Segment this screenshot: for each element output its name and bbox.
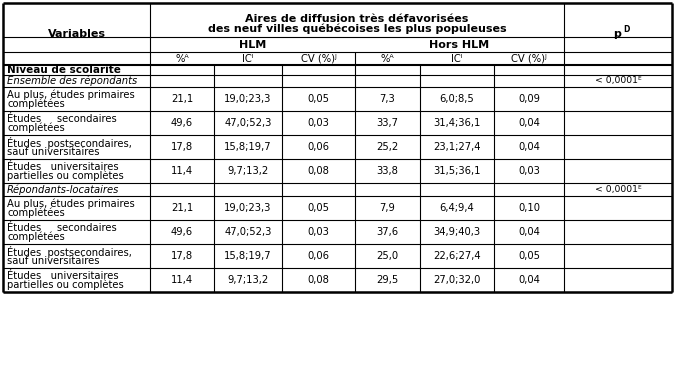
Text: 33,7: 33,7 [377,118,398,128]
Text: CV (%)ᴶ: CV (%)ᴶ [511,54,547,63]
Text: 0,09: 0,09 [518,94,540,104]
Text: ICᴵ: ICᴵ [451,54,463,63]
Text: 0,04: 0,04 [518,142,540,152]
Text: 17,8: 17,8 [171,142,193,152]
Text: 0,03: 0,03 [308,118,329,128]
Text: complétées: complétées [7,99,65,109]
Text: complétées: complétées [7,123,65,133]
Text: 0,04: 0,04 [518,118,540,128]
Text: 0,03: 0,03 [308,227,329,237]
Text: Études   universitaires: Études universitaires [7,271,119,281]
Text: 0,10: 0,10 [518,203,540,213]
Text: 23,1;27,4: 23,1;27,4 [433,142,481,152]
Text: 37,6: 37,6 [377,227,398,237]
Text: 22,6;27,4: 22,6;27,4 [433,251,481,261]
Text: Répondants-locataires: Répondants-locataires [7,184,119,195]
Text: 0,05: 0,05 [518,251,540,261]
Text: 0,08: 0,08 [308,166,329,176]
Text: partielles ou complètes: partielles ou complètes [7,280,124,290]
Text: 19,0;23,3: 19,0;23,3 [224,203,271,213]
Text: D: D [623,24,629,33]
Text: CV (%)ᴶ: CV (%)ᴶ [300,54,336,63]
Text: ICᴵ: ICᴵ [242,54,254,63]
Text: 6,4;9,4: 6,4;9,4 [439,203,475,213]
Text: 0,04: 0,04 [518,227,540,237]
Text: 0,08: 0,08 [308,275,329,285]
Text: Niveau de scolarité: Niveau de scolarité [7,65,121,75]
Text: 15,8;19,7: 15,8;19,7 [224,251,272,261]
Text: 15,8;19,7: 15,8;19,7 [224,142,272,152]
Text: 49,6: 49,6 [171,227,193,237]
Text: 47,0;52,3: 47,0;52,3 [224,227,271,237]
Text: Aires de diffusion très défavorisées: Aires de diffusion très défavorisées [245,14,468,24]
Text: 6,0;8,5: 6,0;8,5 [439,94,475,104]
Text: 0,05: 0,05 [308,203,329,213]
Text: 25,0: 25,0 [377,251,398,261]
Text: < 0,0001ᴱ: < 0,0001ᴱ [595,185,641,194]
Text: 21,1: 21,1 [171,203,193,213]
Text: 0,05: 0,05 [308,94,329,104]
Text: Au plus, études primaires: Au plus, études primaires [7,90,135,100]
Text: 0,03: 0,03 [518,166,540,176]
Text: Études  postsecondaires,: Études postsecondaires, [7,246,132,258]
Text: 0,06: 0,06 [308,251,329,261]
Text: 0,04: 0,04 [518,275,540,285]
Text: complétées: complétées [7,232,65,242]
Text: 33,8: 33,8 [377,166,398,176]
Text: 11,4: 11,4 [171,275,193,285]
Text: Au plus, études primaires: Au plus, études primaires [7,199,135,209]
Text: des neuf villes québécoises les plus populeuses: des neuf villes québécoises les plus pop… [208,24,506,34]
Text: Variables: Variables [47,29,105,39]
Text: Études     secondaires: Études secondaires [7,223,117,233]
Text: sauf universitaires: sauf universitaires [7,256,99,266]
Text: 31,4;36,1: 31,4;36,1 [433,118,481,128]
Text: 25,2: 25,2 [377,142,399,152]
Text: sauf universitaires: sauf universitaires [7,147,99,157]
Text: < 0,0001ᴱ: < 0,0001ᴱ [595,76,641,86]
Text: partielles ou complètes: partielles ou complètes [7,171,124,181]
Text: 31,5;36,1: 31,5;36,1 [433,166,481,176]
Text: 9,7;13,2: 9,7;13,2 [227,275,269,285]
Text: 11,4: 11,4 [171,166,193,176]
Text: 0,06: 0,06 [308,142,329,152]
Text: %ᴬ: %ᴬ [381,54,394,63]
Text: Études   universitaires: Études universitaires [7,162,119,172]
Text: Hors HLM: Hors HLM [429,39,489,50]
Text: Études     secondaires: Études secondaires [7,114,117,124]
Text: HLM: HLM [239,39,266,50]
Text: complétées: complétées [7,208,65,218]
Text: 17,8: 17,8 [171,251,193,261]
Text: 27,0;32,0: 27,0;32,0 [433,275,481,285]
Text: 9,7;13,2: 9,7;13,2 [227,166,269,176]
Text: 19,0;23,3: 19,0;23,3 [224,94,271,104]
Text: 7,9: 7,9 [379,203,396,213]
Text: 29,5: 29,5 [377,275,399,285]
Text: p: p [613,29,621,39]
Text: Études  postsecondaires,: Études postsecondaires, [7,137,132,149]
Text: %ᴬ: %ᴬ [176,54,189,63]
Text: 21,1: 21,1 [171,94,193,104]
Text: 7,3: 7,3 [379,94,396,104]
Text: 47,0;52,3: 47,0;52,3 [224,118,271,128]
Text: 34,9;40,3: 34,9;40,3 [433,227,481,237]
Text: Ensemble des répondants: Ensemble des répondants [7,76,137,86]
Text: 49,6: 49,6 [171,118,193,128]
